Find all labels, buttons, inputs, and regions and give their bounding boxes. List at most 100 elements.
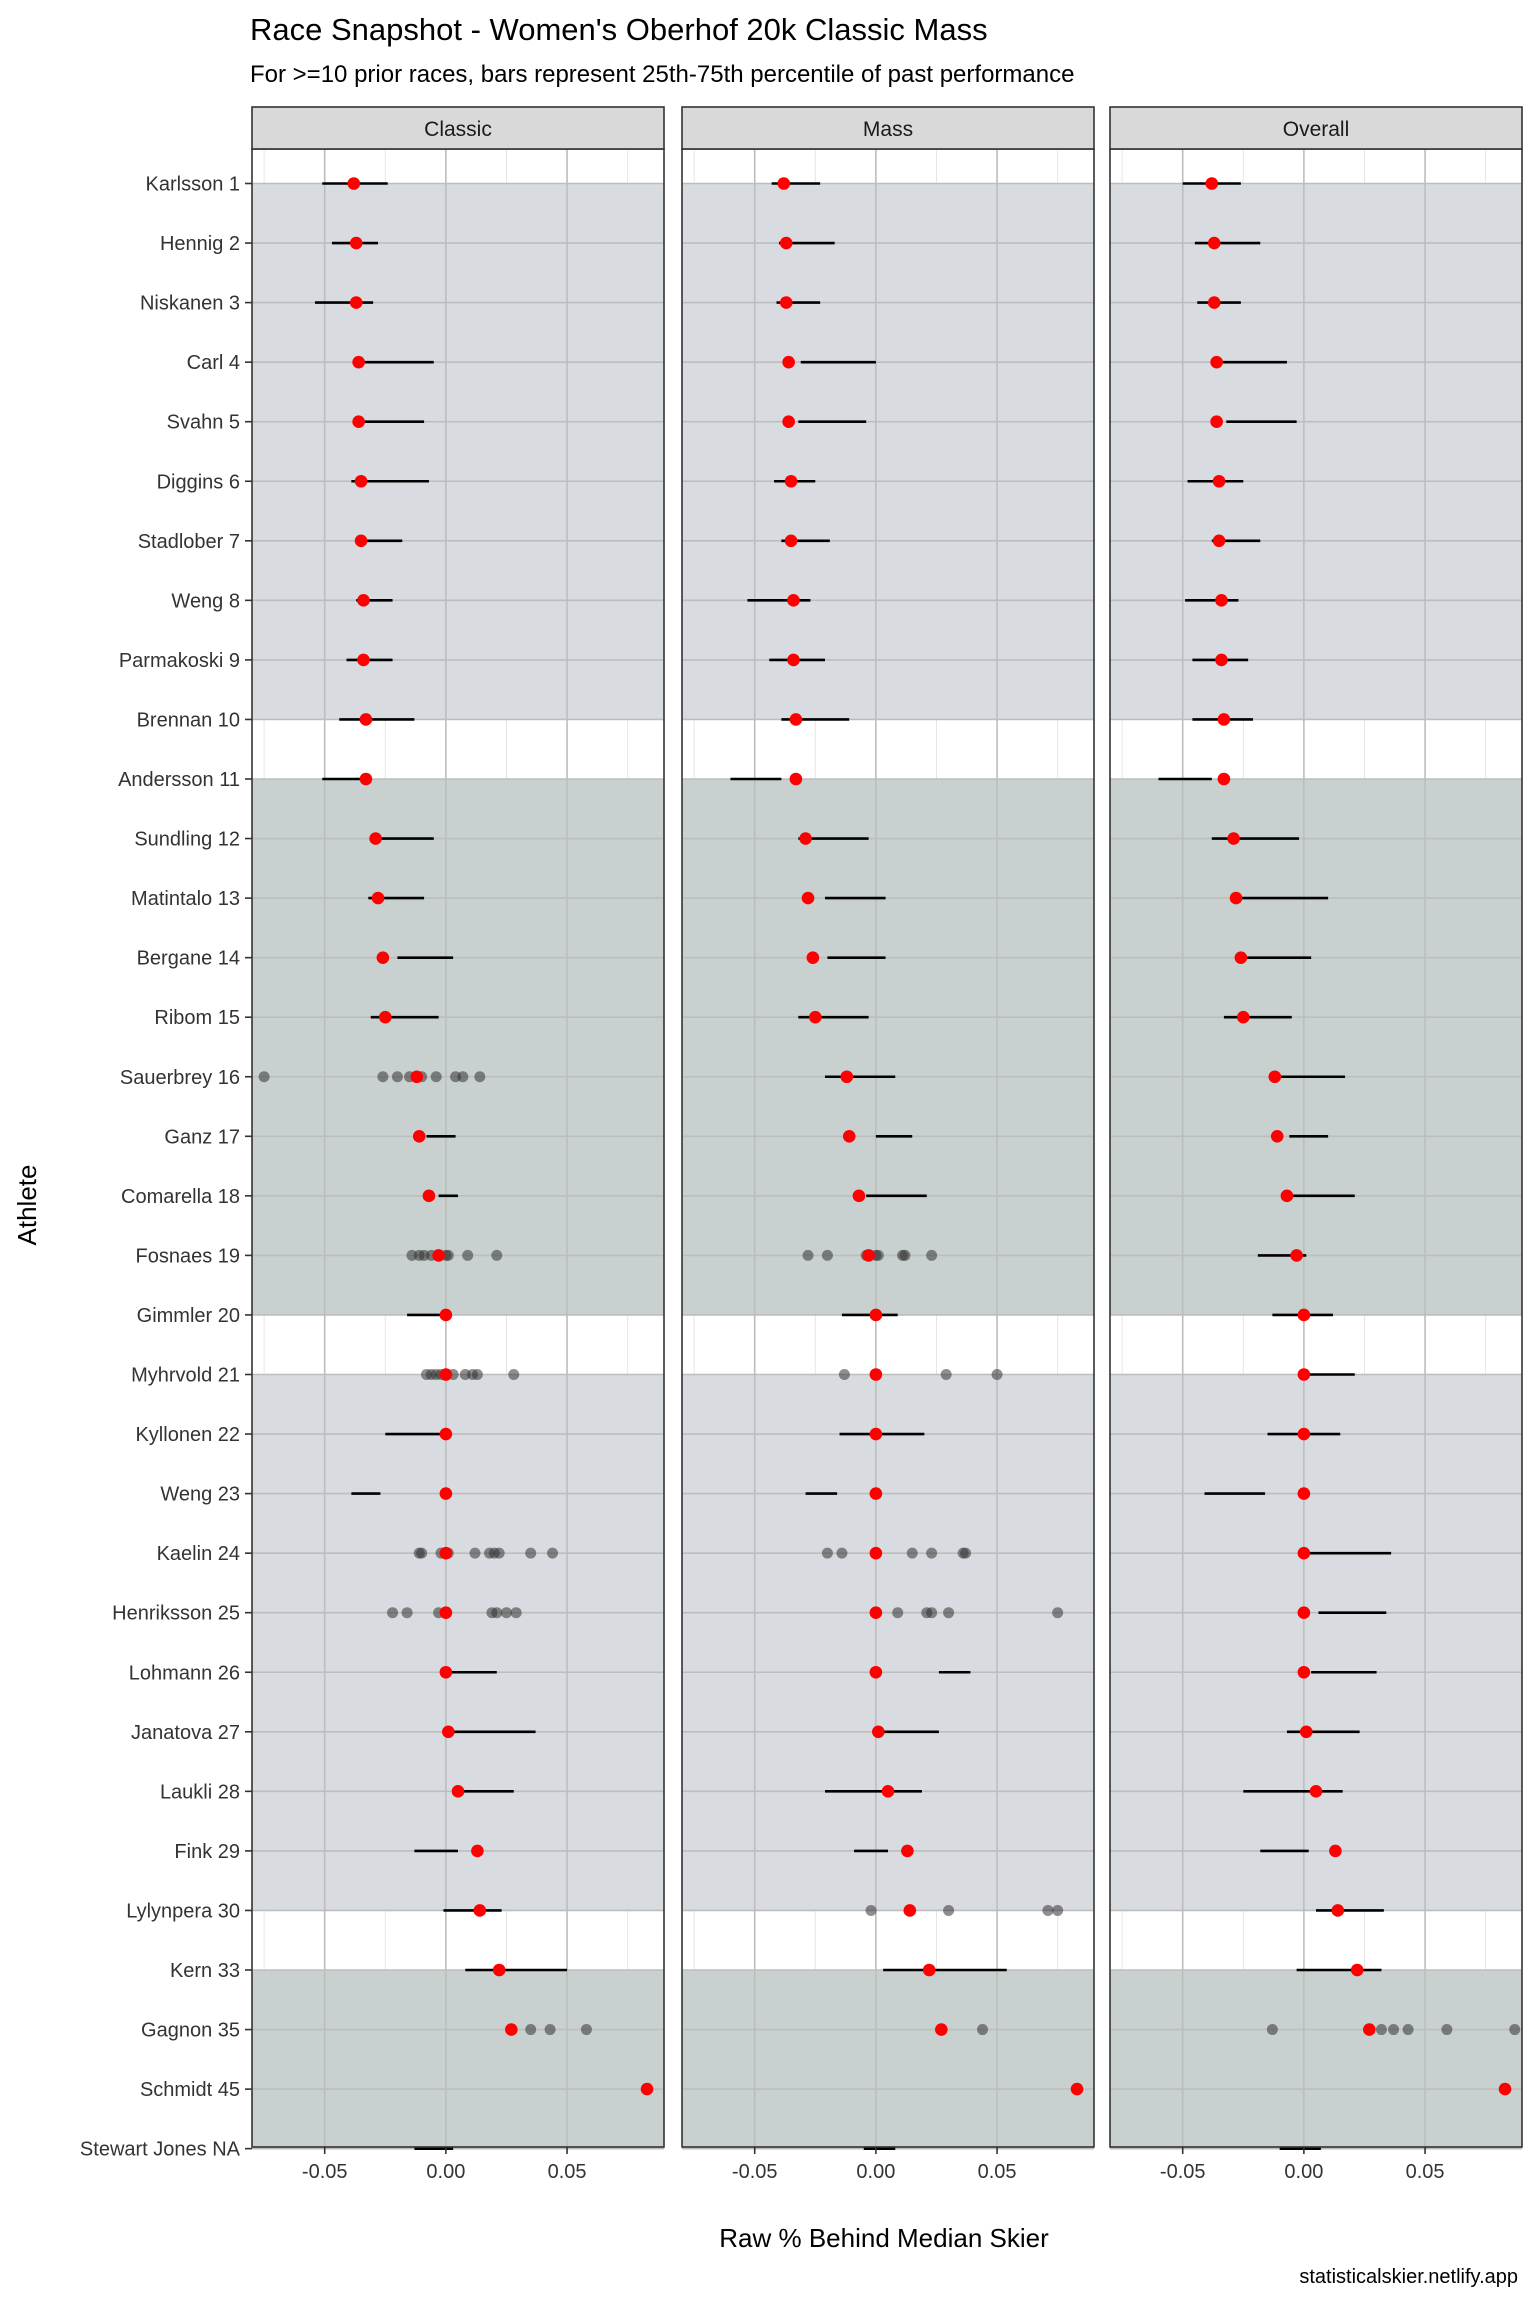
race-point-niskanen-3 [779,296,793,309]
x-tick-label: -0.05 [302,2161,348,2183]
prior-race-point-sauerbrey-16 [474,1071,486,1083]
race-point-kyllonen-22 [1297,1427,1311,1441]
x-tick-label: 0.00 [426,2161,465,2183]
prior-race-point-henriksson-25 [926,1607,938,1619]
prior-race-point-gagnon-35 [1375,2024,1387,2036]
race-point-fink-29 [1329,1844,1342,1858]
race-point-parmakoski-9 [357,653,370,667]
race-point-karlsson-1 [777,177,791,190]
race-point-matintalo-13 [1229,891,1243,905]
race-point-laukli-28 [451,1785,465,1798]
race-point-hennig-2 [779,236,793,250]
race-point-svahn-5 [782,415,795,429]
prior-race-point-kaelin-24 [821,1547,833,1559]
race-point-comarella-18 [1280,1189,1294,1203]
race-point-gimmler-20 [869,1308,883,1322]
athlete-label-svahn-5: Svahn 5 [167,412,240,434]
panel-classic: Classic -0.05 0.00 0.05 [251,106,665,2183]
race-point-hennig-2 [1207,236,1221,250]
race-point-gagnon-35 [935,2023,948,2036]
athlete-label-myhrvold-21: Myhrvold 21 [131,1365,240,1387]
rank-band [252,1374,664,1911]
race-point-stadlober-7 [1212,534,1226,548]
race-point-weng-23 [1297,1487,1311,1500]
race-point-myhrvold-21 [869,1368,883,1381]
race-point-sauerbrey-16 [840,1070,854,1084]
race-point-henriksson-25 [869,1606,883,1619]
race-point-andersson-11 [1217,772,1231,786]
prior-race-point-myhrvold-21 [838,1369,850,1380]
prior-race-point-fosnaes-19 [872,1249,884,1261]
race-point-sauerbrey-16 [410,1070,424,1084]
race-point-sauerbrey-16 [1268,1070,1282,1084]
rank-band [1110,1374,1522,1911]
race-point-myhrvold-21 [1297,1368,1311,1381]
athlete-label-bergane-14: Bergane 14 [137,948,240,970]
prior-race-point-kaelin-24 [906,1547,918,1559]
x-tick-label: -0.05 [1160,2161,1206,2183]
strip-label-overall: Overall [1283,118,1350,141]
prior-race-point-henriksson-25 [387,1607,399,1619]
rank-band [682,1970,1094,2149]
athlete-label-janatova-27: Janatova 27 [131,1722,240,1744]
race-point-comarella-18 [422,1189,436,1203]
race-point-henriksson-25 [439,1606,453,1619]
race-point-fink-29 [901,1844,914,1858]
race-point-svahn-5 [1210,415,1223,429]
race-point-parmakoski-9 [787,653,800,667]
race-point-niskanen-3 [1207,296,1221,309]
prior-race-point-gagnon-35 [525,2024,537,2036]
race-point-lylynpera-30 [473,1904,487,1917]
athlete-label-comarella-18: Comarella 18 [121,1186,240,1208]
prior-race-point-kaelin-24 [493,1547,505,1559]
athlete-label-sundling-12: Sundling 12 [134,829,240,851]
prior-race-point-gagnon-35 [1402,2024,1414,2036]
strip-label-classic: Classic [424,118,492,141]
race-point-fosnaes-19 [1290,1249,1303,1262]
race-point-matintalo-13 [371,891,385,905]
athlete-label-gimmler-20: Gimmler 20 [137,1305,240,1327]
race-point-myhrvold-21 [439,1368,453,1381]
race-point-ganz-17 [1270,1130,1284,1143]
race-point-sundling-12 [799,832,812,845]
race-point-stadlober-7 [354,534,368,548]
athlete-label-niskanen-3: Niskanen 3 [140,293,240,315]
prior-race-point-lylynpera-30 [1052,1904,1064,1916]
race-point-janatova-27 [442,1725,455,1739]
prior-race-point-gagnon-35 [1441,2024,1453,2036]
race-point-kyllonen-22 [869,1427,883,1441]
race-point-matintalo-13 [801,891,815,905]
prior-race-point-kaelin-24 [525,1547,537,1559]
athlete-label-schmidt-45: Schmidt 45 [140,2079,240,2101]
race-point-kern-33 [1350,1963,1364,1977]
prior-race-point-fosnaes-19 [926,1249,938,1261]
athlete-label-diggins-6: Diggins 6 [157,471,240,493]
prior-race-point-gagnon-35 [1388,2024,1400,2036]
prior-race-point-henriksson-25 [491,1607,503,1619]
race-point-kaelin-24 [869,1546,883,1560]
prior-race-point-kaelin-24 [416,1547,428,1559]
race-point-gimmler-20 [1297,1308,1311,1322]
x-tick-label: 0.05 [978,2161,1017,2183]
x-tick-label: 0.05 [1406,2161,1445,2183]
race-point-weng-8 [787,594,800,607]
race-point-ribom-15 [808,1010,822,1024]
prior-race-point-fosnaes-19 [899,1249,911,1261]
race-point-janatova-27 [872,1725,885,1739]
race-point-weng-8 [357,594,370,607]
race-point-fosnaes-19 [862,1249,875,1262]
prior-race-point-kaelin-24 [926,1547,938,1559]
race-point-kyllonen-22 [439,1427,453,1441]
prior-race-point-gagnon-35 [977,2024,989,2036]
prior-race-point-sauerbrey-16 [377,1071,389,1083]
rank-band [252,1970,664,2149]
prior-race-point-lylynpera-30 [865,1904,877,1916]
athlete-label-weng-8: Weng 8 [171,590,240,612]
prior-race-point-myhrvold-21 [940,1369,952,1380]
athlete-label-parmakoski-9: Parmakoski 9 [119,650,240,672]
race-point-kern-33 [492,1963,506,1977]
race-point-schmidt-45 [640,2082,654,2096]
race-point-lylynpera-30 [1331,1904,1345,1917]
prior-race-point-myhrvold-21 [508,1369,520,1380]
